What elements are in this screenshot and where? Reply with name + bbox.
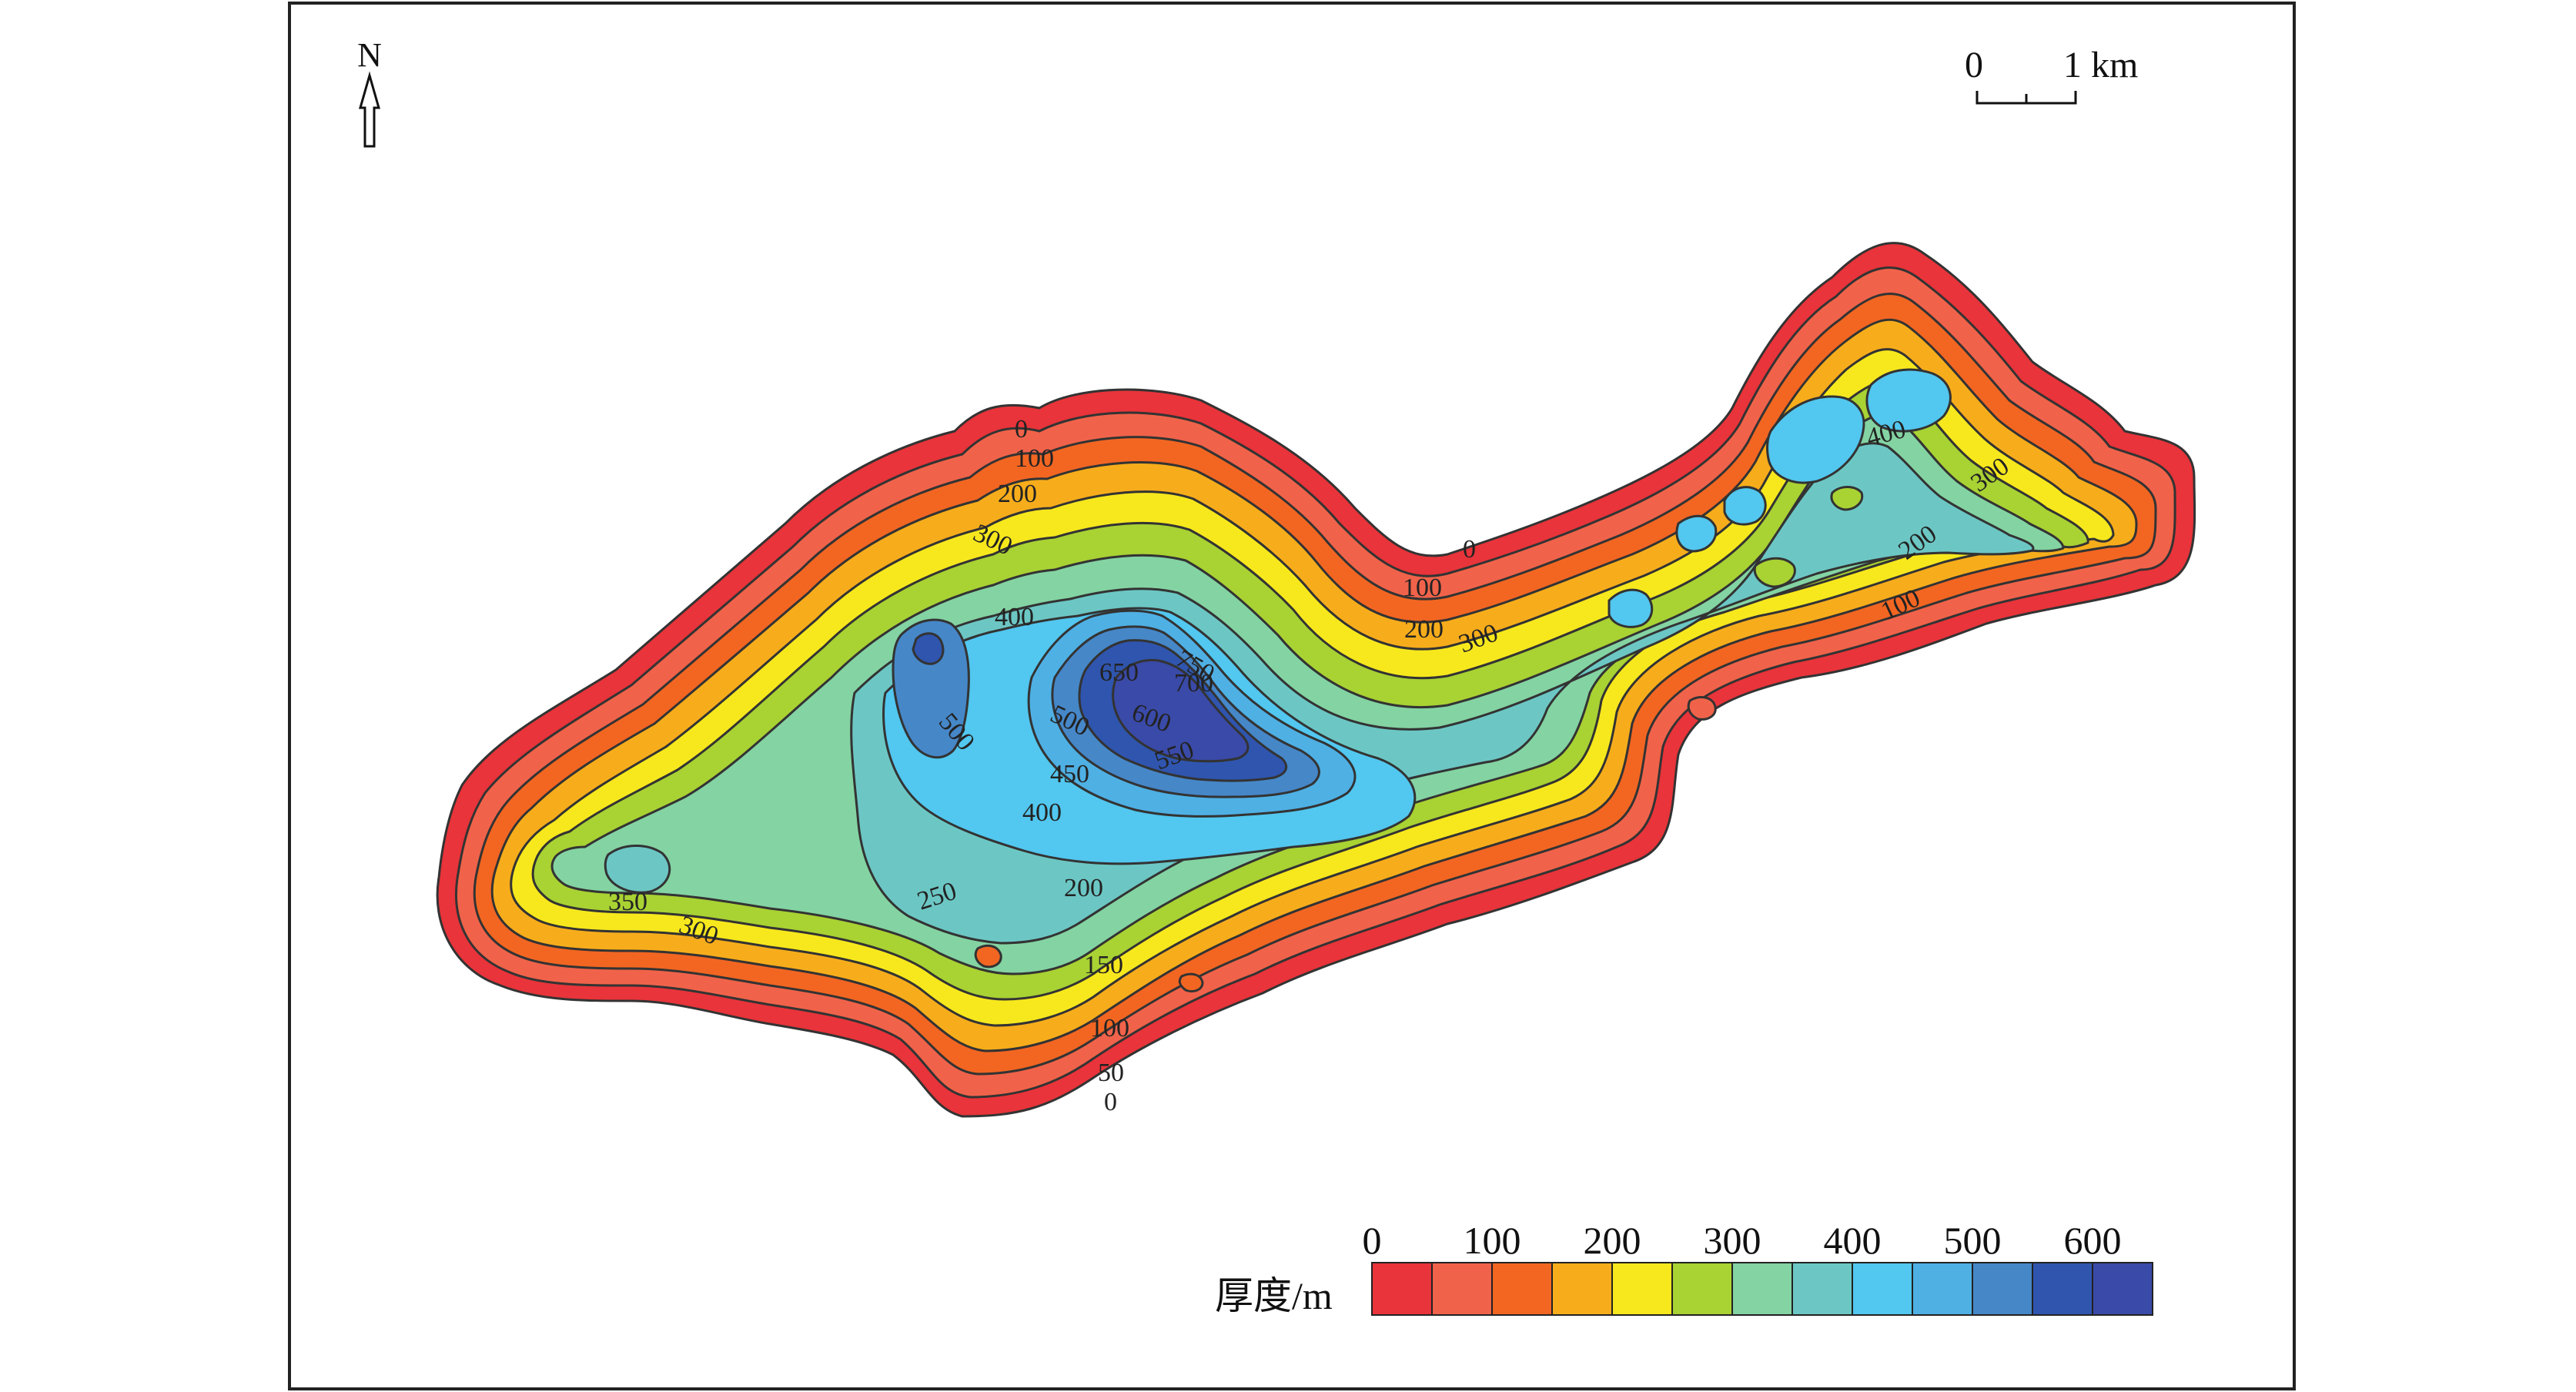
contour-label: 100 (1015, 444, 1054, 473)
legend-tick-labels: 0 100 200 300 400 500 600 (1363, 1219, 2122, 1262)
contour-label: 400 (995, 603, 1034, 631)
legend-swatch (1972, 1262, 2033, 1316)
thickness-cell-ne-4 (1607, 588, 1654, 628)
contour-label: 0 (1104, 1088, 1117, 1116)
legend-tick-label: 600 (2064, 1219, 2122, 1262)
legend-swatch (2092, 1262, 2153, 1316)
legend-swatch (1371, 1262, 1433, 1316)
legend-swatch (1731, 1262, 1793, 1316)
legend-tick-label: 400 (1824, 1219, 1882, 1262)
legend-tick-label: 300 (1704, 1219, 1761, 1262)
thickness-cell-s-2 (1178, 972, 1204, 993)
contour-label: 650 (1099, 658, 1139, 687)
contour-label: 700 (1174, 669, 1213, 698)
contour-label: 100 (1090, 1014, 1129, 1042)
thickness-cell-ne-2 (1865, 368, 1952, 433)
scale-bar-line (1975, 91, 2077, 105)
contour-label: 150 (1084, 951, 1123, 979)
legend-tick-label: 100 (1464, 1219, 1521, 1262)
north-arrow-icon (359, 71, 380, 148)
contour-label: 200 (1404, 615, 1444, 644)
thickness-cell-ne-5 (1675, 514, 1718, 553)
legend-tick-label: 0 (1363, 1219, 1382, 1262)
legend-swatch (1852, 1262, 1913, 1316)
thickness-cell-ne-7 (1753, 557, 1796, 588)
legend-swatch (1671, 1262, 1733, 1316)
scale-start-label: 0 (1965, 45, 1983, 85)
legend-swatch (1491, 1262, 1553, 1316)
contour-label: 0 (1463, 535, 1476, 564)
contour-label: 200 (998, 480, 1037, 508)
legend-swatch (1791, 1262, 1853, 1316)
contour-label: 350 (608, 888, 647, 916)
legend-swatch (1431, 1262, 1493, 1316)
thickness-cell-ne-3 (1723, 486, 1767, 526)
thickness-cell-s-3 (1687, 696, 1717, 721)
legend-swatch (1551, 1262, 1613, 1316)
thickness-cell-ne-1 (1766, 395, 1865, 484)
contour-label: 0 (1015, 415, 1028, 443)
legend: 厚度/m 0 100 200 300 400 500 600 (1215, 1219, 2153, 1317)
contour-map-body (436, 242, 2196, 1118)
legend-swatch (1611, 1262, 1673, 1316)
legend-color-bar (1371, 1262, 2153, 1316)
thickness-zone-600-plus (1112, 658, 1250, 763)
thickness-cell-west (892, 618, 970, 759)
legend-swatch (2032, 1262, 2093, 1316)
contour-label: 400 (1022, 798, 1062, 827)
thickness-cell-s-1 (974, 944, 1002, 969)
legend-swatch (1912, 1262, 1973, 1316)
legend-title: 厚度/m (1215, 1274, 1333, 1317)
contour-label: 100 (1403, 574, 1442, 602)
scale-end-label: 1 km (2063, 45, 2138, 85)
thickness-cell-west-core (912, 632, 945, 665)
north-arrow: N (357, 36, 382, 148)
contour-label: 50 (1098, 1059, 1124, 1087)
north-label: N (357, 36, 382, 74)
thickness-cell-sw (604, 845, 671, 894)
contour-label: 200 (1064, 874, 1103, 902)
thickness-cell-ne-6 (1830, 486, 1864, 511)
scale-bar: 0 1 km (1965, 45, 2138, 105)
legend-tick-label: 200 (1584, 1219, 1641, 1262)
legend-tick-label: 500 (1944, 1219, 2002, 1262)
contour-label: 450 (1050, 760, 1089, 788)
